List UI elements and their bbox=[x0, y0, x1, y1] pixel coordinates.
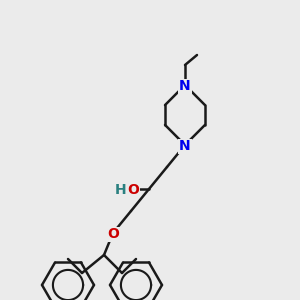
Text: O: O bbox=[127, 184, 139, 197]
Text: O: O bbox=[107, 227, 119, 242]
Text: N: N bbox=[179, 140, 191, 154]
Text: H: H bbox=[115, 184, 127, 197]
Text: N: N bbox=[179, 80, 191, 94]
